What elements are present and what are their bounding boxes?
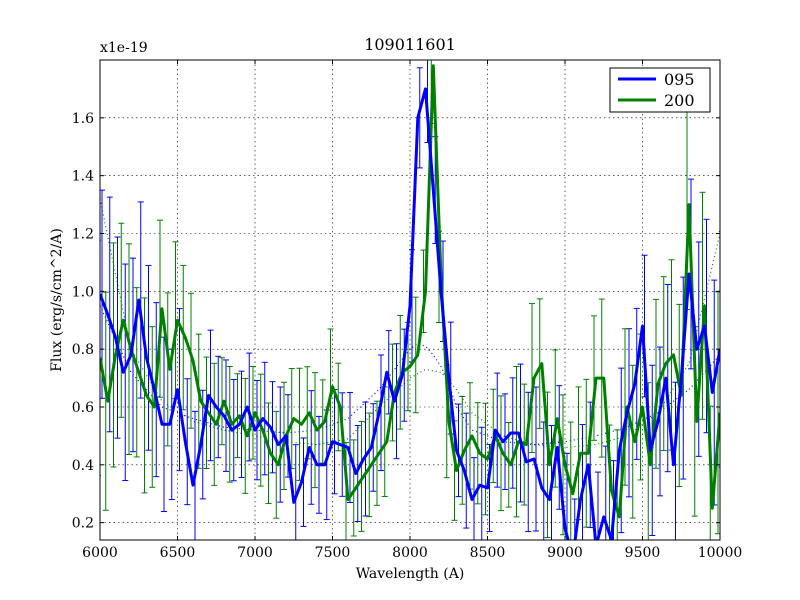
- y-tick-label: 1.0: [72, 284, 94, 300]
- y-offset-label: x1e-19: [100, 40, 148, 56]
- x-tick-label: 6500: [160, 545, 196, 561]
- model-curve-200: [100, 198, 720, 449]
- x-tick-label: 8500: [470, 545, 506, 561]
- tick-labels: 6000 6500 7000 7500 8000 8500 9000 9500 10000 0.2…: [72, 111, 743, 561]
- legend: 095 200: [609, 67, 711, 113]
- ticks: [99, 60, 721, 540]
- y-tick-label: 0.8: [72, 342, 94, 358]
- x-tick-label: 10000: [698, 545, 743, 561]
- x-tick-label: 9000: [547, 545, 583, 561]
- x-tick-label: 7000: [237, 545, 273, 561]
- series-line-200: [100, 64, 720, 519]
- chart-title: 109011601: [364, 35, 456, 54]
- y-tick-label: 0.2: [72, 516, 94, 532]
- legend-box: [609, 67, 711, 113]
- model-curve-095: [100, 305, 720, 446]
- x-tick-label: 7500: [315, 545, 351, 561]
- y-tick-label: 0.4: [72, 458, 94, 474]
- x-axis-label: Wavelength (A): [356, 566, 465, 582]
- x-tick-label: 6000: [82, 545, 118, 561]
- y-axis-label: Flux (erg/s/cm^2/A): [49, 228, 65, 372]
- series-line-095: [100, 87, 720, 540]
- y-tick-label: 1.4: [72, 169, 94, 185]
- x-tick-label: 8000: [392, 545, 428, 561]
- legend-label-095: 095: [664, 70, 695, 89]
- y-tick-label: 1.6: [72, 111, 94, 127]
- errorbars-200: [100, 60, 720, 540]
- plot-area: [100, 60, 720, 540]
- legend-label-200: 200: [664, 91, 695, 110]
- y-tick-label: 0.6: [72, 400, 94, 416]
- x-tick-label: 9500: [625, 545, 661, 561]
- y-tick-label: 1.2: [72, 226, 94, 242]
